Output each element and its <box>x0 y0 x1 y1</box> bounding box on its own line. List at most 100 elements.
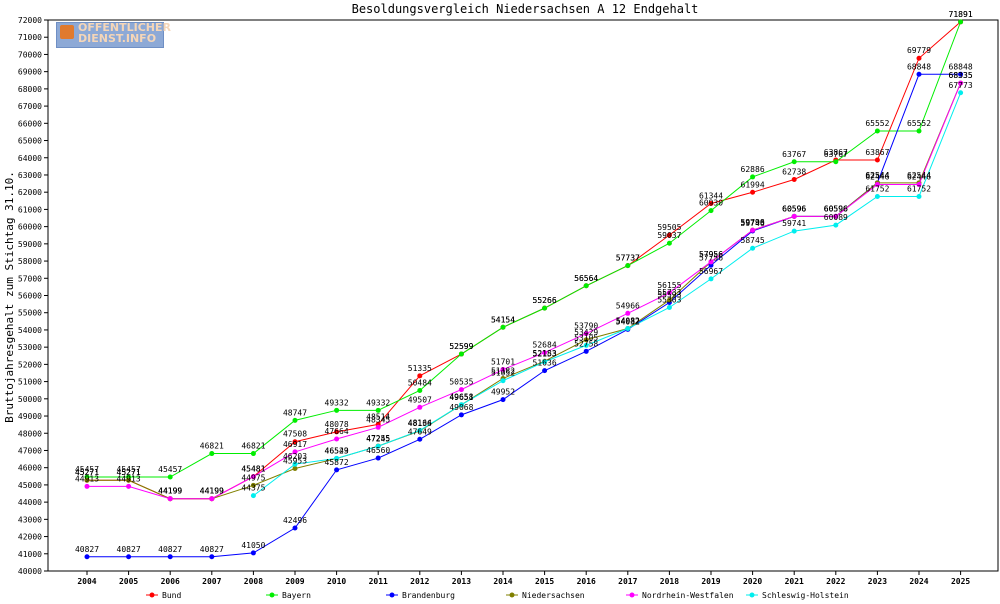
data-point <box>542 359 548 365</box>
data-point <box>916 182 922 188</box>
data-label: 56564 <box>574 274 598 283</box>
x-tick-label: 2022 <box>826 577 845 586</box>
chart-title: Besoldungsvergleich Niedersachsen A 12 E… <box>352 2 699 16</box>
y-tick-label: 44000 <box>18 498 42 507</box>
data-label: 40827 <box>75 545 99 554</box>
data-label: 48078 <box>325 420 349 429</box>
data-point <box>708 276 714 282</box>
data-label: 46821 <box>241 442 265 451</box>
data-label: 51182 <box>491 366 515 375</box>
x-axis: 2004 2005 2006 2007 2008 2009 2010 2011 2012 2013… <box>77 571 970 586</box>
data-label: 63767 <box>824 150 848 159</box>
data-point <box>958 19 964 25</box>
y-tick-label: 52000 <box>18 360 42 369</box>
data-point <box>791 176 797 182</box>
data-point <box>916 128 922 134</box>
y-tick-label: 57000 <box>18 274 42 283</box>
data-label: 68848 <box>949 62 973 71</box>
data-label: 47255 <box>366 434 390 443</box>
data-label: 52183 <box>533 349 557 358</box>
x-tick-label: 2011 <box>369 577 388 586</box>
y-tick-label: 50000 <box>18 395 42 404</box>
y-tick-label: 58000 <box>18 257 42 266</box>
series-line <box>253 92 962 497</box>
data-point <box>250 550 256 556</box>
data-point <box>375 443 381 449</box>
data-label: 56564 <box>574 274 598 283</box>
y-tick-label: 46000 <box>18 464 42 473</box>
data-label: 67773 <box>949 81 973 90</box>
data-label: 44199 <box>158 487 182 496</box>
x-tick-label: 2010 <box>327 577 346 586</box>
data-point <box>334 436 340 442</box>
data-point <box>417 436 423 442</box>
data-label: 46543 <box>325 446 349 455</box>
y-tick-label: 47000 <box>18 446 42 455</box>
data-label: 62446 <box>907 173 931 182</box>
data-label: 59746 <box>741 219 765 228</box>
data-point <box>708 259 714 265</box>
x-tick-label: 2015 <box>535 577 554 586</box>
data-point <box>583 337 589 343</box>
data-label: 45481 <box>241 465 265 474</box>
data-label: 47649 <box>408 427 432 436</box>
data-point <box>458 351 464 357</box>
data-point <box>250 482 256 488</box>
y-tick-label: 62000 <box>18 188 42 197</box>
data-label: 42496 <box>283 516 307 525</box>
data-point <box>375 407 381 413</box>
data-label: 54032 <box>616 317 640 326</box>
data-label: 54154 <box>491 315 515 324</box>
data-point <box>126 483 132 489</box>
data-label: 54082 <box>616 317 640 326</box>
data-label: 40827 <box>158 545 182 554</box>
data-label: 46821 <box>200 442 224 451</box>
data-point <box>833 213 839 219</box>
plot-area-frame <box>47 19 999 572</box>
data-point <box>250 493 256 499</box>
data-label: 60930 <box>699 199 723 208</box>
data-label: 48164 <box>408 418 432 427</box>
data-label: 62886 <box>741 165 765 174</box>
data-label: 45872 <box>325 458 349 467</box>
data-label: 40827 <box>117 545 141 554</box>
data-point <box>167 554 173 560</box>
data-label: 47245 <box>366 434 390 443</box>
data-label: 53105 <box>574 333 598 342</box>
data-label: 62738 <box>782 167 806 176</box>
data-point <box>126 554 132 560</box>
y-tick-label: 69000 <box>18 68 42 77</box>
data-label: 49952 <box>491 388 515 397</box>
series-layer <box>84 19 964 560</box>
data-label: 44975 <box>241 473 265 482</box>
data-label: 59796 <box>741 218 765 227</box>
data-label: 57956 <box>699 250 723 259</box>
data-label: 46917 <box>283 440 307 449</box>
data-point <box>708 262 714 268</box>
data-point <box>209 554 215 560</box>
data-label: 45481 <box>241 465 265 474</box>
data-label: 71891 <box>949 10 973 19</box>
data-point <box>84 483 90 489</box>
x-tick-label: 2018 <box>660 577 679 586</box>
data-point <box>958 71 964 77</box>
x-tick-label: 2014 <box>493 577 512 586</box>
data-label: 65552 <box>907 119 931 128</box>
data-point <box>417 373 423 379</box>
data-point <box>458 412 464 418</box>
data-point <box>958 80 964 86</box>
data-point <box>500 367 506 373</box>
legend-swatch <box>389 592 395 598</box>
data-point <box>583 331 589 337</box>
data-label: 49651 <box>449 393 473 402</box>
x-tick-label: 2017 <box>618 577 637 586</box>
data-label: 71891 <box>949 10 973 19</box>
legend: Bund Bayern Brandenburg Niedersachsen Nordrh… <box>146 591 849 600</box>
y-tick-label: 54000 <box>18 326 42 335</box>
legend-label: Bund <box>162 591 181 600</box>
data-point <box>334 407 340 413</box>
data-point <box>542 368 548 374</box>
data-label: 41050 <box>241 541 265 550</box>
data-label: 65552 <box>865 119 889 128</box>
data-label: 49068 <box>449 403 473 412</box>
